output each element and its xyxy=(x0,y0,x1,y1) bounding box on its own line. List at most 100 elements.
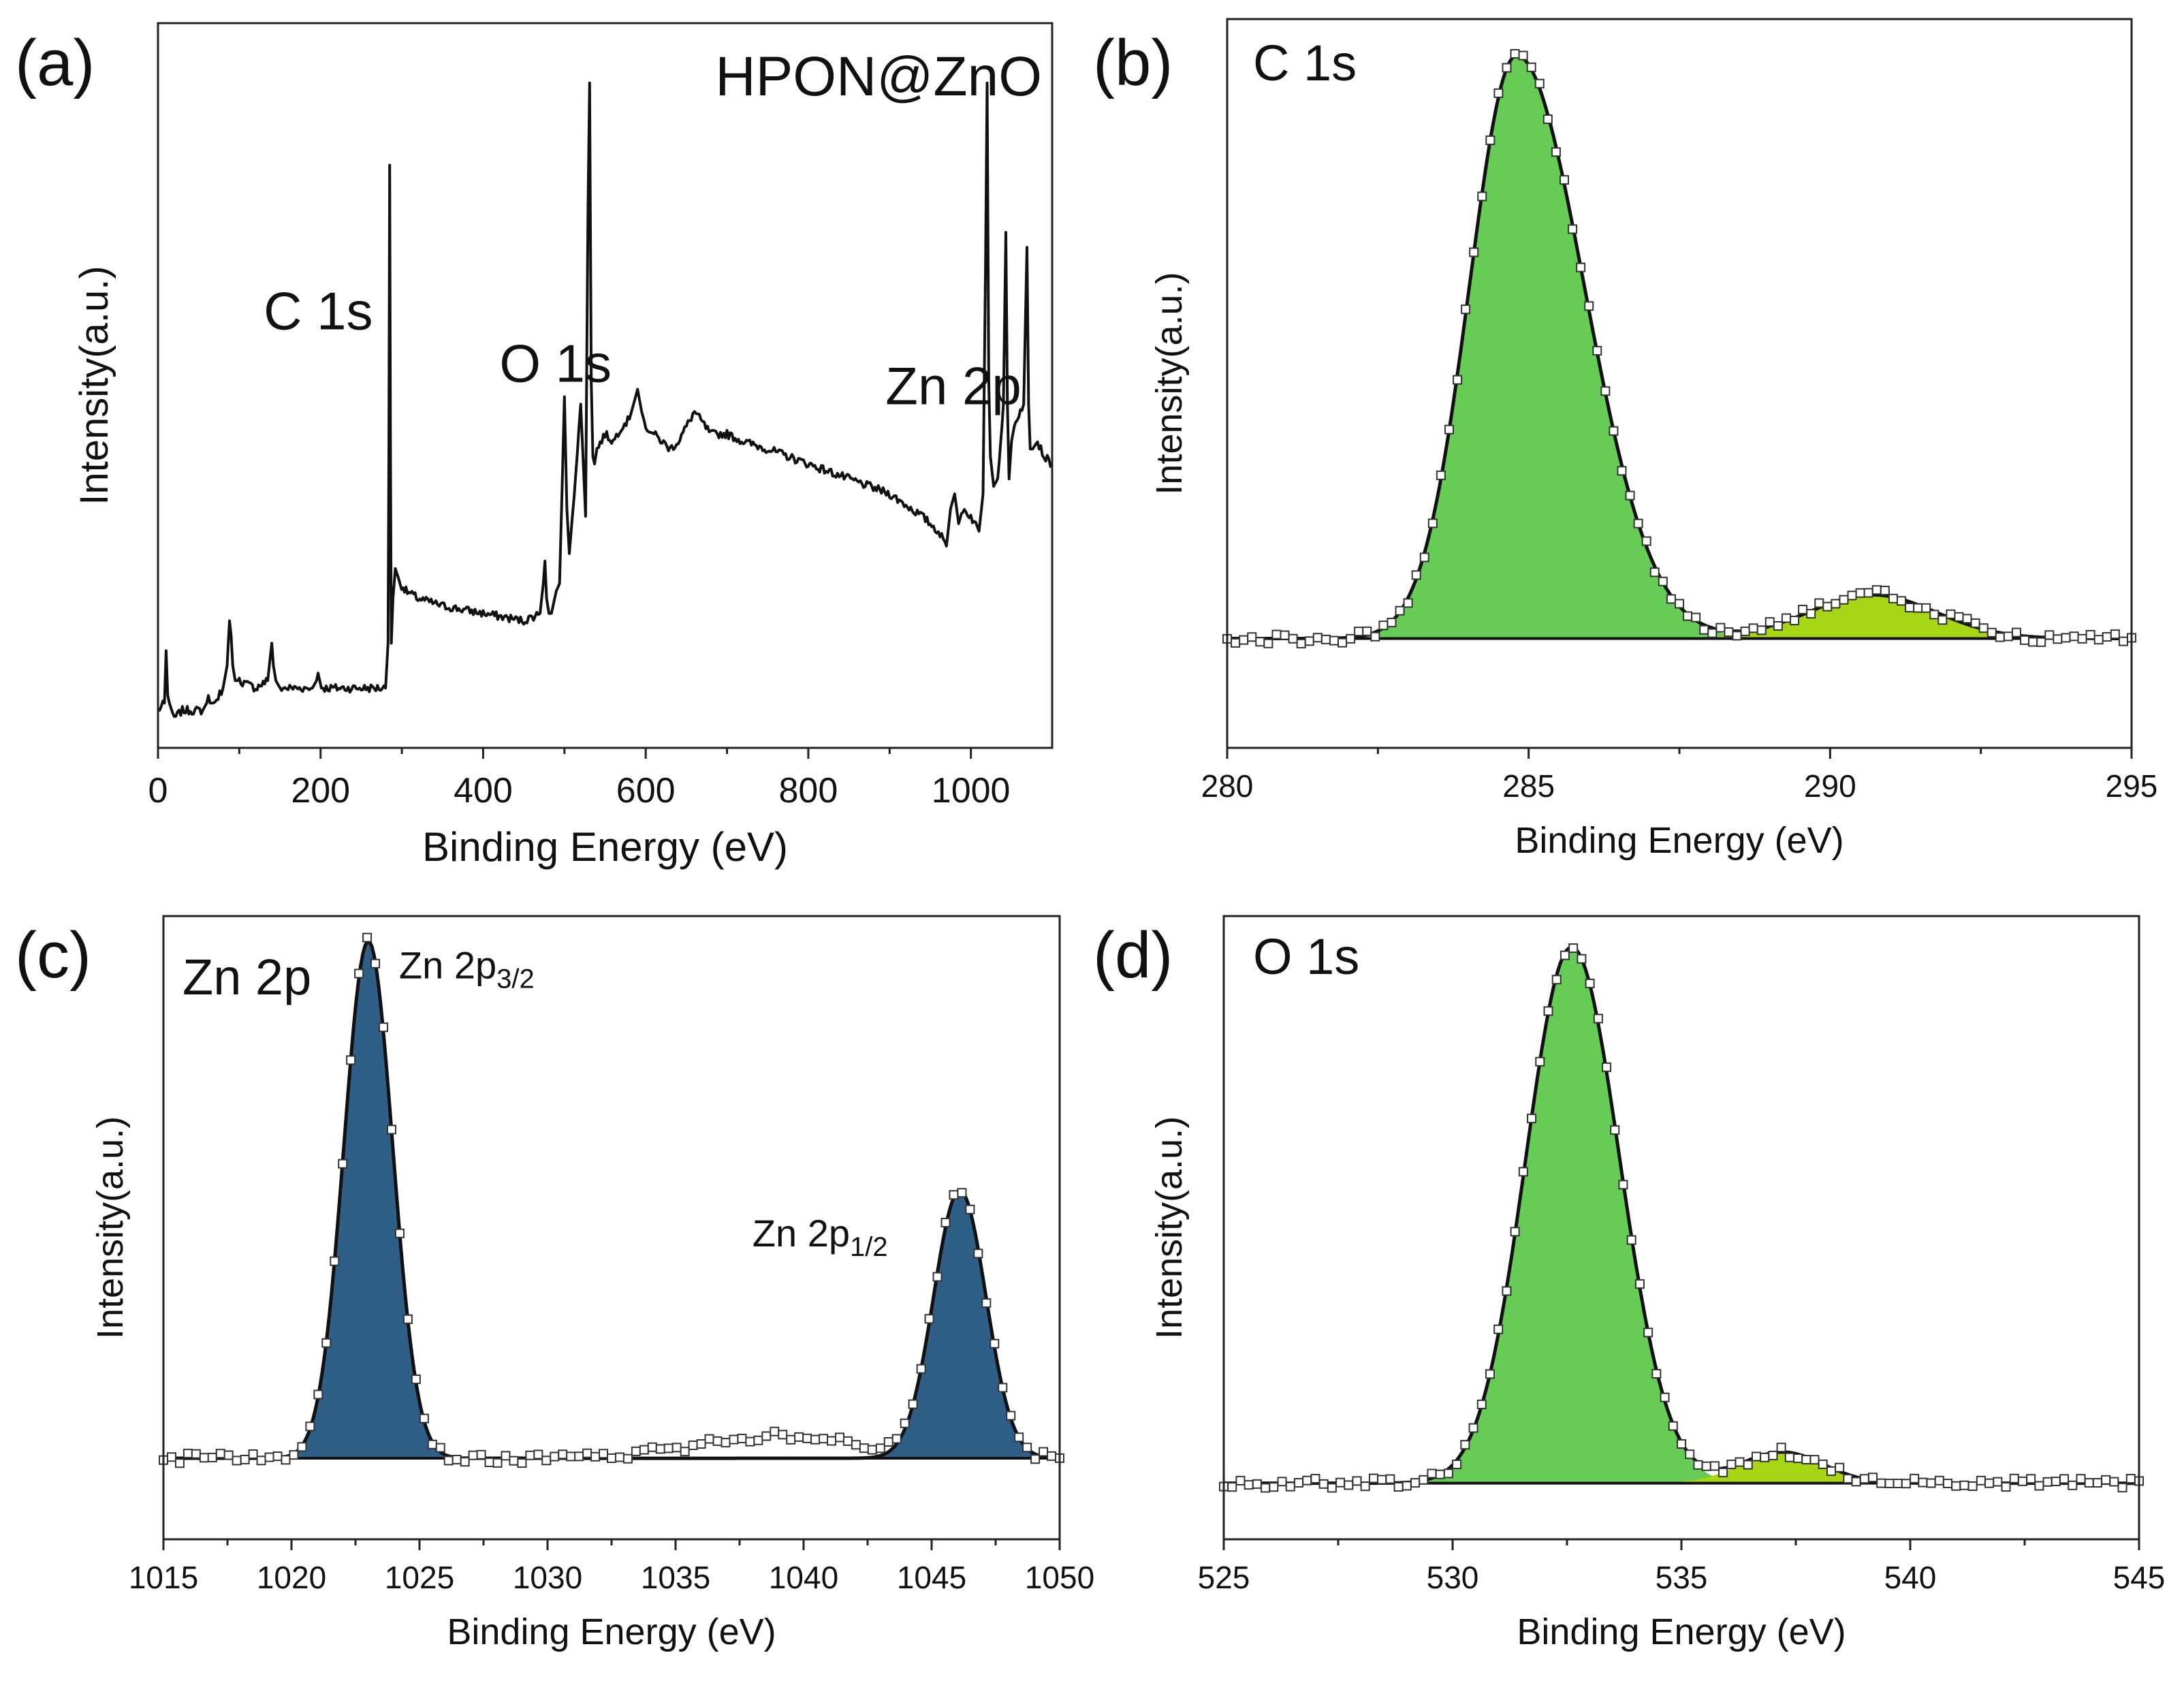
data-point xyxy=(1235,1475,1246,1485)
data-point xyxy=(1293,1478,1303,1488)
data-point xyxy=(1385,1474,1395,1484)
data-point xyxy=(2093,635,2104,645)
data-point xyxy=(794,1432,804,1442)
data-point xyxy=(851,1440,861,1450)
data-point xyxy=(2017,1476,2027,1486)
data-point xyxy=(1959,1480,1969,1490)
data-point xyxy=(1419,1475,1429,1485)
data-point xyxy=(949,1190,959,1200)
x-axis-title: Binding Energy (eV) xyxy=(1515,820,1843,861)
panel-label: (b) xyxy=(1093,27,1173,99)
data-point xyxy=(1859,1474,1869,1484)
data-point xyxy=(631,1446,641,1456)
data-point xyxy=(1724,627,1734,638)
data-point xyxy=(1402,1481,1412,1491)
data-point xyxy=(842,1436,853,1446)
data-point xyxy=(2051,1477,2061,1487)
data-point xyxy=(1436,470,1446,480)
data-point xyxy=(2028,637,2038,647)
x-tick-label: 200 xyxy=(291,771,350,811)
data-point xyxy=(1699,625,1709,635)
data-point xyxy=(1658,576,1668,586)
data-point xyxy=(1868,1473,1878,1483)
data-point xyxy=(1926,1478,1936,1488)
data-point xyxy=(1602,1062,1612,1072)
survey-spectrum-line xyxy=(157,81,1054,718)
data-point xyxy=(1269,1482,1279,1492)
y-axis-title: Intensity(a.u.) xyxy=(90,1116,131,1339)
data-point xyxy=(1732,631,1742,641)
data-point xyxy=(1304,636,1314,646)
data-point xyxy=(1227,1482,1237,1492)
data-point xyxy=(207,1452,217,1462)
data-point xyxy=(1593,1013,1603,1024)
data-point xyxy=(1559,175,1569,185)
data-point xyxy=(1387,618,1397,628)
data-point xyxy=(2085,629,2095,640)
data-point xyxy=(671,1443,682,1453)
data-point xyxy=(1327,1483,1337,1493)
data-point xyxy=(558,1449,568,1460)
x-tick-label: 1000 xyxy=(932,771,1011,811)
data-point xyxy=(867,1445,877,1455)
data-point xyxy=(786,1434,796,1445)
data-point xyxy=(1518,1167,1528,1177)
data-point xyxy=(647,1442,657,1452)
data-point xyxy=(1022,1443,1032,1453)
data-point xyxy=(297,1442,307,1452)
data-point xyxy=(1625,490,1635,501)
data-point xyxy=(1776,1443,1786,1453)
data-point xyxy=(1707,628,1718,638)
x-tick-label: 600 xyxy=(616,771,676,811)
data-point xyxy=(883,1437,893,1447)
data-point xyxy=(1929,610,1940,620)
peak-annotation: Zn 2p1/2 xyxy=(753,1212,888,1262)
data-point xyxy=(452,1455,462,1465)
data-point xyxy=(900,1418,910,1428)
data-point xyxy=(1368,1473,1378,1483)
data-point xyxy=(2109,1477,2119,1487)
data-point xyxy=(1535,1056,1545,1067)
plot-frame-a xyxy=(157,22,1054,749)
data-point xyxy=(1806,609,1816,619)
data-point xyxy=(1921,603,1931,613)
data-point xyxy=(1660,1392,1670,1402)
x-tick-label: 525 xyxy=(1198,1560,1250,1595)
data-point xyxy=(1801,1455,1811,1465)
data-point xyxy=(802,1433,812,1443)
data-point xyxy=(932,1272,943,1282)
data-point xyxy=(1277,1477,1287,1487)
data-point xyxy=(1560,950,1570,960)
data-point xyxy=(1329,635,1339,646)
data-point xyxy=(1641,536,1651,546)
data-point xyxy=(582,1448,592,1458)
data-point xyxy=(1360,1481,1370,1492)
data-point xyxy=(965,1204,975,1214)
data-point xyxy=(2036,637,2046,647)
data-point xyxy=(1568,224,1578,234)
data-point xyxy=(1296,638,1306,648)
data-point xyxy=(1934,1475,1944,1485)
data-point xyxy=(1346,633,1356,644)
data-point xyxy=(435,1443,445,1453)
data-point xyxy=(362,932,373,943)
data-point xyxy=(827,1436,837,1446)
data-point xyxy=(305,1421,315,1432)
data-point xyxy=(1452,1459,1462,1469)
data-point xyxy=(1263,638,1273,648)
panel-d: 525 530 535 540 545 Binding Energy (eV) Intens… xyxy=(1093,915,2165,1652)
data-point xyxy=(639,1445,649,1455)
data-point xyxy=(330,1256,340,1266)
data-point xyxy=(622,1453,633,1464)
panel-label: (a) xyxy=(15,27,95,99)
data-point xyxy=(1354,627,1364,637)
data-point xyxy=(1831,599,1841,609)
data-point xyxy=(166,1452,176,1462)
data-point xyxy=(1320,634,1331,644)
data-point xyxy=(1377,1475,1387,1485)
peak-annotation: C 1s xyxy=(264,281,373,341)
data-point xyxy=(2076,1474,2086,1484)
x-tick-label: 1050 xyxy=(1025,1560,1094,1595)
data-point xyxy=(614,1452,624,1462)
data-point xyxy=(1835,1462,1845,1473)
